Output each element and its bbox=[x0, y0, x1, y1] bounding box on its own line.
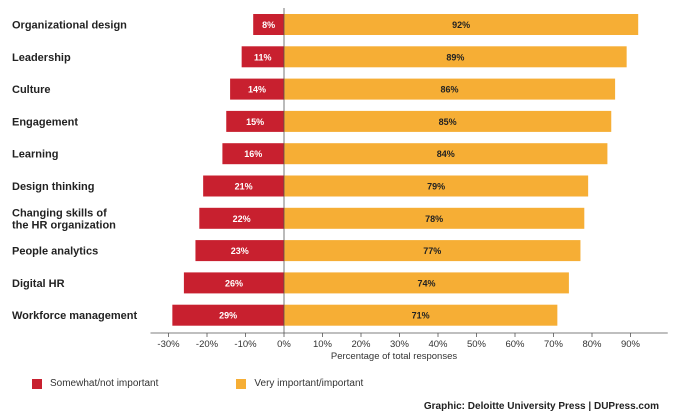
data-label: 16% bbox=[244, 149, 262, 159]
x-tick-label: -20% bbox=[196, 339, 219, 350]
category-label: Design thinking bbox=[12, 181, 95, 193]
data-label: 23% bbox=[231, 246, 249, 256]
x-tick-label: 60% bbox=[505, 339, 525, 350]
bar-somewhat-not-important bbox=[253, 14, 284, 35]
x-tick-label: 70% bbox=[544, 339, 564, 350]
category-label: Workforce management bbox=[12, 310, 137, 322]
bar-very-important bbox=[284, 110, 612, 132]
x-tick-label: 20% bbox=[351, 339, 371, 350]
bar-very-important bbox=[284, 14, 639, 35]
x-tick-label: 10% bbox=[313, 339, 333, 350]
category-label: Changing skills of the HR organization bbox=[12, 207, 116, 231]
bar-somewhat-not-important bbox=[241, 46, 284, 68]
data-label: 26% bbox=[225, 278, 243, 288]
data-label: 71% bbox=[412, 311, 430, 321]
category-label: Organizational design bbox=[12, 20, 127, 32]
data-label: 92% bbox=[452, 20, 470, 30]
category-labels-group: Organizational design Leadership Culture En… bbox=[12, 20, 137, 323]
bar-somewhat-not-important bbox=[226, 110, 284, 132]
diverging-bar-chart: 8% 92% 11% 89% 14% 86% 15% 85% 16% 84% 21% 79% 22% 78… bbox=[12, 8, 668, 362]
bar-very-important bbox=[284, 240, 581, 262]
bar-very-important bbox=[284, 78, 616, 100]
data-label: 22% bbox=[233, 214, 251, 224]
category-label: Digital HR bbox=[12, 278, 65, 290]
category-label-line: Changing skills of bbox=[12, 207, 107, 219]
x-tick-label: 40% bbox=[428, 339, 448, 350]
bars-group: 8% 92% 11% 89% 14% 86% 15% 85% 16% 84% 21% 79% 22% 78… bbox=[172, 14, 639, 326]
x-tick-label: 0% bbox=[277, 339, 291, 350]
legend-label: Somewhat/not important bbox=[50, 378, 159, 389]
category-label-line: the HR organization bbox=[12, 219, 116, 231]
legend-swatch-red bbox=[32, 378, 42, 389]
data-label: 77% bbox=[423, 246, 441, 256]
bar-somewhat-not-important bbox=[230, 78, 284, 100]
data-label: 78% bbox=[425, 214, 443, 224]
x-axis-title: Percentage of total responses bbox=[331, 351, 457, 362]
x-tick-label: -10% bbox=[234, 339, 257, 350]
legend: Somewhat/not important Very important/im… bbox=[32, 378, 441, 389]
data-label: 14% bbox=[248, 85, 266, 95]
category-label: Leadership bbox=[12, 52, 71, 64]
x-tick-label: 80% bbox=[582, 339, 602, 350]
data-label: 15% bbox=[246, 117, 264, 127]
x-tick-label: 30% bbox=[390, 339, 410, 350]
x-tick-label: 90% bbox=[621, 339, 641, 350]
data-label: 11% bbox=[254, 52, 272, 62]
x-tick-label: 50% bbox=[467, 339, 487, 350]
bar-very-important bbox=[284, 207, 585, 229]
bar-very-important bbox=[284, 272, 569, 294]
category-label: Learning bbox=[12, 149, 58, 161]
bar-very-important bbox=[284, 175, 589, 197]
data-label: 89% bbox=[446, 52, 464, 62]
data-label: 84% bbox=[437, 149, 455, 159]
bar-somewhat-not-important bbox=[222, 143, 284, 165]
category-label: Culture bbox=[12, 84, 51, 96]
category-label: Engagement bbox=[12, 116, 78, 128]
legend-item-somewhat-not-important: Somewhat/not important bbox=[32, 378, 158, 389]
bar-very-important bbox=[284, 304, 558, 326]
data-label: 85% bbox=[439, 117, 457, 127]
x-axis: -30% -20% -10% 0% 10% 20% 30% 40% 50% 60% 70% 80% 90… bbox=[150, 8, 668, 350]
data-label: 86% bbox=[441, 85, 459, 95]
bar-somewhat-not-important bbox=[172, 304, 284, 326]
data-label: 79% bbox=[427, 182, 445, 192]
graphic-credit: Graphic: Deloitte University Press | DUP… bbox=[423, 401, 659, 412]
category-label: People analytics bbox=[12, 246, 98, 258]
x-tick-label: -30% bbox=[157, 339, 180, 350]
bar-somewhat-not-important bbox=[195, 240, 284, 262]
legend-swatch-orange bbox=[236, 378, 247, 389]
bar-very-important bbox=[284, 46, 627, 68]
legend-item-very-important: Very important/important bbox=[236, 378, 363, 389]
bar-somewhat-not-important bbox=[183, 272, 284, 294]
bar-somewhat-not-important bbox=[199, 207, 284, 229]
legend-label: Very important/important bbox=[254, 378, 364, 389]
bar-very-important bbox=[284, 143, 608, 165]
data-label: 8% bbox=[262, 20, 275, 30]
data-label: 29% bbox=[219, 311, 237, 321]
data-label: 21% bbox=[235, 182, 253, 192]
data-label: 74% bbox=[417, 278, 435, 288]
bar-somewhat-not-important bbox=[203, 175, 284, 197]
